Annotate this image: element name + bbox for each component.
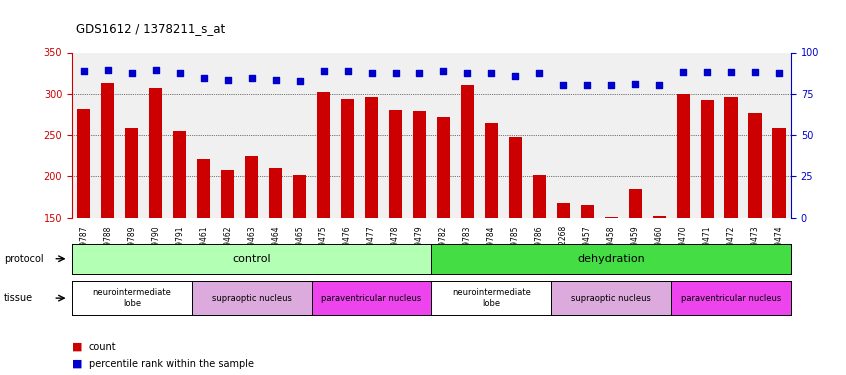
- Point: [388, 70, 403, 76]
- Text: tissue: tissue: [4, 293, 33, 303]
- Point: [677, 69, 690, 75]
- Point: [149, 67, 162, 73]
- Bar: [461, 86, 474, 341]
- Bar: [413, 111, 426, 341]
- Point: [341, 69, 354, 75]
- Bar: [557, 202, 570, 341]
- Point: [77, 69, 91, 75]
- Text: neurointermediate
lobe: neurointermediate lobe: [452, 288, 530, 308]
- Text: GDS1612 / 1378211_s_at: GDS1612 / 1378211_s_at: [76, 22, 225, 36]
- Text: paraventricular nucleus: paraventricular nucleus: [681, 294, 781, 303]
- Bar: [102, 83, 114, 341]
- Bar: [221, 170, 234, 341]
- Point: [604, 82, 618, 88]
- Point: [533, 70, 547, 76]
- Text: ■: ■: [72, 359, 82, 369]
- Bar: [197, 159, 211, 341]
- Point: [485, 70, 498, 76]
- Point: [365, 70, 378, 76]
- Bar: [652, 216, 666, 341]
- Text: dehydration: dehydration: [577, 254, 645, 264]
- Bar: [772, 128, 786, 341]
- Bar: [700, 99, 714, 341]
- Bar: [389, 110, 402, 341]
- Bar: [173, 131, 186, 341]
- Point: [724, 69, 738, 75]
- Text: percentile rank within the sample: percentile rank within the sample: [89, 359, 254, 369]
- Bar: [293, 176, 306, 341]
- Text: count: count: [89, 342, 117, 352]
- Point: [629, 81, 642, 87]
- Point: [413, 70, 426, 76]
- Point: [269, 77, 283, 83]
- Point: [700, 69, 714, 75]
- Bar: [485, 123, 498, 341]
- Bar: [149, 88, 162, 341]
- Point: [772, 70, 786, 76]
- Bar: [724, 97, 738, 341]
- Bar: [245, 156, 258, 341]
- Bar: [533, 175, 546, 341]
- Point: [197, 75, 211, 81]
- Bar: [365, 97, 378, 341]
- Bar: [580, 205, 594, 341]
- Bar: [317, 92, 330, 341]
- Point: [245, 75, 259, 81]
- Bar: [508, 136, 522, 341]
- Text: neurointermediate
lobe: neurointermediate lobe: [92, 288, 171, 308]
- Point: [460, 70, 474, 76]
- Point: [125, 70, 139, 76]
- Point: [580, 82, 594, 88]
- Point: [508, 73, 522, 79]
- Text: ■: ■: [72, 342, 82, 352]
- Point: [293, 78, 306, 84]
- Bar: [605, 217, 618, 341]
- Text: supraoptic nucleus: supraoptic nucleus: [212, 294, 292, 303]
- Point: [437, 69, 450, 75]
- Bar: [341, 99, 354, 341]
- Point: [221, 77, 234, 83]
- Point: [101, 67, 114, 73]
- Point: [316, 69, 330, 75]
- Bar: [749, 113, 761, 341]
- Bar: [269, 168, 283, 341]
- Text: protocol: protocol: [4, 254, 44, 264]
- Text: paraventricular nucleus: paraventricular nucleus: [321, 294, 421, 303]
- Bar: [77, 109, 91, 341]
- Text: control: control: [233, 254, 271, 264]
- Bar: [677, 94, 689, 341]
- Text: supraoptic nucleus: supraoptic nucleus: [571, 294, 651, 303]
- Bar: [437, 117, 450, 341]
- Point: [557, 82, 570, 88]
- Point: [652, 82, 666, 88]
- Point: [749, 69, 762, 75]
- Bar: [629, 189, 642, 341]
- Bar: [125, 128, 139, 341]
- Point: [173, 70, 186, 76]
